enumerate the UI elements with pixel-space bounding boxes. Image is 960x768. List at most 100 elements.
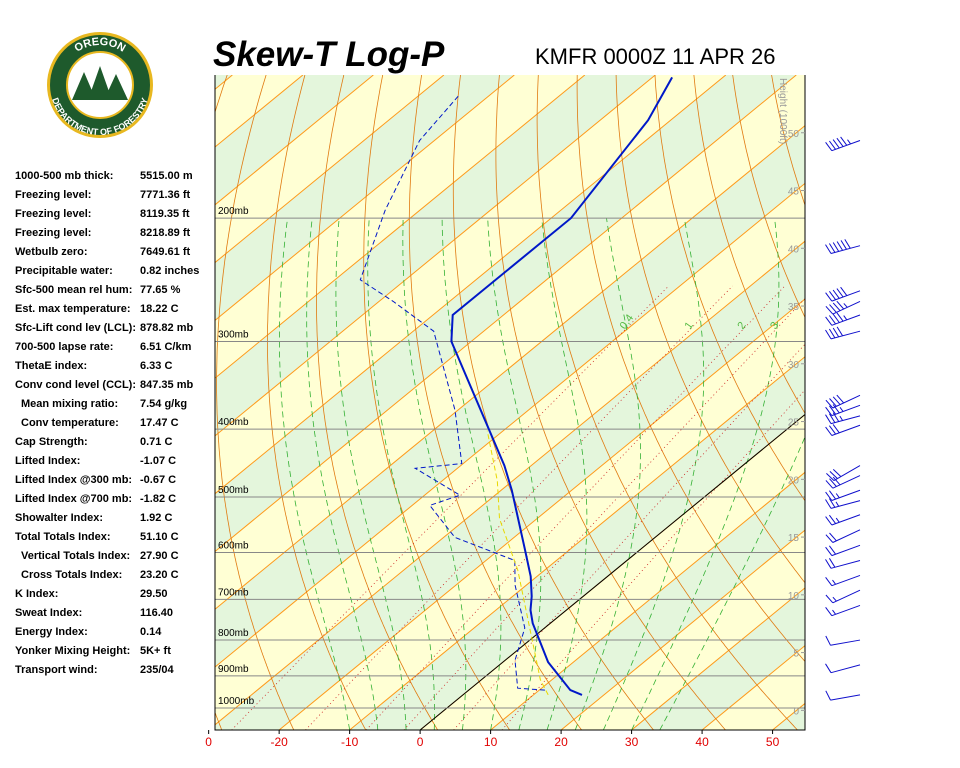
dry-adiabat — [888, 75, 960, 730]
height-tick-label: 10 — [788, 591, 800, 602]
wind-barb — [826, 465, 861, 482]
wind-barb — [825, 312, 861, 326]
stat-label: Lifted Index: — [15, 455, 80, 467]
stat-value: 51.10 C — [140, 531, 179, 543]
isotherm — [490, 471, 805, 730]
stat-label: K Index: — [15, 588, 58, 600]
wind-barb — [825, 514, 861, 526]
mixing-ratio-line — [365, 285, 786, 730]
isotherm — [215, 75, 374, 206]
wind-barb — [825, 558, 861, 569]
pressure-label: 600mb — [218, 540, 249, 551]
moist-adiabat — [574, 218, 641, 730]
band — [215, 75, 805, 610]
stat-label: Precipitable water: — [15, 265, 113, 277]
mixing-ratio-line — [403, 298, 805, 730]
wind-barb — [825, 663, 861, 674]
x-tick-label: 50 — [766, 735, 780, 749]
dashed-profile — [359, 95, 545, 691]
mixing-ratio-label: 5 — [811, 320, 824, 332]
isotherm — [215, 75, 445, 264]
stat-value: 17.47 C — [140, 417, 179, 429]
moist-adiabat — [659, 435, 805, 730]
dry-adiabat — [654, 75, 805, 502]
wind-barb — [825, 635, 861, 646]
stat-label: Est. max temperature: — [15, 303, 131, 315]
stat-label: Freezing level: — [15, 189, 91, 201]
stat-label: Transport wind: — [15, 664, 98, 676]
wind-barb — [825, 475, 861, 489]
height-tick-label: 30 — [788, 360, 800, 371]
stat-value: 6.33 C — [140, 360, 172, 372]
station: KMFR 0000Z 11 APR 26 — [535, 44, 776, 69]
x-tick-label: 0 — [417, 735, 424, 749]
stat-value: -1.82 C — [140, 493, 176, 505]
stat-value: 235/04 — [140, 664, 175, 676]
wind-barb — [825, 529, 861, 543]
moist-adiabat — [603, 218, 705, 730]
height-tick-label: 15 — [788, 533, 800, 544]
stat-value: -0.67 C — [140, 474, 176, 486]
pressure-label: 400mb — [218, 417, 249, 428]
stat-value: 18.22 C — [140, 303, 179, 315]
band — [215, 183, 805, 725]
height-tick-label: 35 — [788, 302, 800, 313]
logo-top: OREGON — [73, 36, 128, 55]
stat-value: 0.14 — [140, 626, 162, 638]
wind-barb — [825, 544, 861, 557]
x-tick-label: 10 — [484, 735, 498, 749]
diagram-background: 0.4 1 2 3 5 8 — [215, 75, 960, 730]
stat-label: Wetbulb zero: — [15, 246, 88, 258]
stat-value: 7649.61 ft — [140, 246, 190, 258]
stat-label: Sfc-Lift cond lev (LCL): — [15, 322, 136, 334]
stat-label: Showalter Index: — [15, 512, 103, 524]
stat-label: Freezing level: — [15, 208, 91, 220]
temperature-line — [450, 76, 673, 696]
wind-barb — [825, 326, 861, 340]
wind-barb — [825, 589, 861, 604]
stat-label: Sfc-500 mean rel hum: — [15, 284, 132, 296]
profiles — [359, 76, 673, 696]
dry-adiabat — [693, 75, 805, 415]
isotherm — [215, 75, 797, 553]
stat-value: 29.50 — [140, 588, 168, 600]
height-axis-label: Height (1000ft) — [777, 78, 788, 144]
stat-value: 5515.00 m — [140, 170, 193, 182]
stat-value: 878.82 mb — [140, 322, 193, 334]
pressure-label: 300mb — [218, 329, 249, 340]
moist-adiabat — [487, 218, 542, 730]
diagram: 1000mb 900mb 800mb 700mb 600mb 500mb 400mb 300m… — [205, 75, 861, 749]
logo: OREGON DEPARTMENT OF FORESTRY — [47, 32, 153, 138]
stat-value: 5K+ ft — [140, 645, 171, 657]
isotherm — [215, 182, 805, 668]
zero-isotherm — [419, 413, 805, 730]
wind-barb — [825, 574, 861, 587]
pressure-label: 800mb — [218, 628, 249, 639]
wind-barb — [825, 300, 861, 315]
isotherm — [215, 75, 656, 437]
stat-value: 7771.36 ft — [140, 189, 190, 201]
pressure-label: 200mb — [218, 206, 249, 217]
moist-adiabat — [367, 218, 436, 730]
wind-barb — [825, 136, 861, 152]
x-tick-label: -20 — [270, 735, 288, 749]
stat-value: 6.51 C/km — [140, 341, 192, 353]
stat-value: 77.65 % — [140, 284, 181, 296]
wind-barb — [825, 394, 861, 409]
stat-label: 1000-500 mb thick: — [15, 170, 113, 182]
wind-barb — [825, 690, 861, 701]
stat-label: 700-500 lapse rate: — [15, 341, 113, 353]
stat-label: Freezing level: — [15, 227, 91, 239]
wind-barb — [825, 604, 861, 617]
height-tick-label: 5 — [793, 649, 799, 660]
isotherm — [349, 356, 805, 730]
dry-adiabat — [849, 75, 960, 730]
x-tick-label: 30 — [625, 735, 639, 749]
stat-label: Cap Strength: — [15, 436, 88, 448]
isotherm — [215, 75, 727, 495]
stat-value: 0.82 inches — [140, 265, 199, 277]
moist-adiabat — [402, 218, 467, 730]
moist-adiabat — [441, 218, 502, 730]
moist-adiabat — [541, 218, 588, 730]
isotherm — [631, 587, 805, 730]
